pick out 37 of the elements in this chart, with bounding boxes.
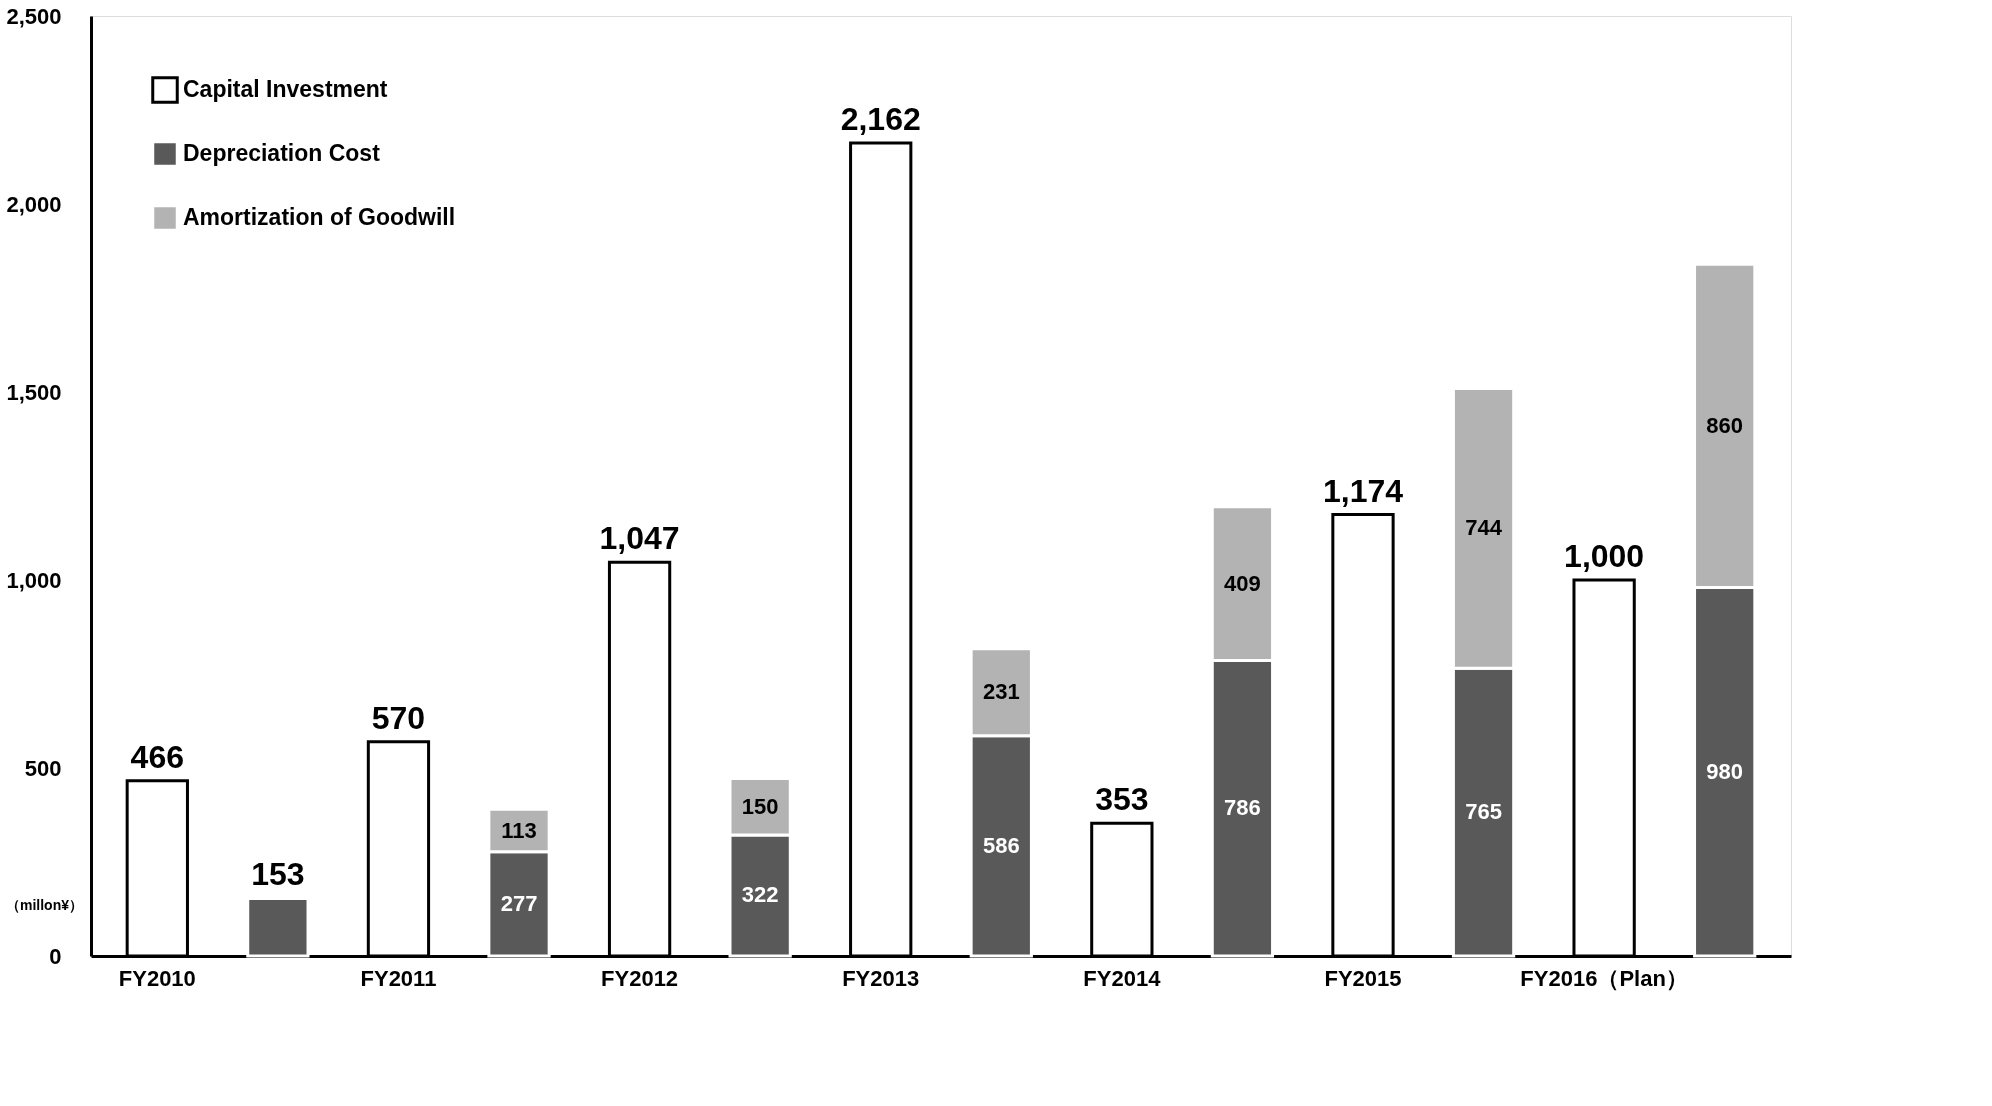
x-tick-label: FY2013 bbox=[842, 965, 920, 991]
data-label: 277 bbox=[500, 890, 538, 916]
y-tick-label: 0 bbox=[49, 943, 62, 969]
data-label: 1,000 bbox=[1564, 538, 1645, 574]
data-label: 570 bbox=[371, 699, 426, 736]
x-tick-label: FY2011 bbox=[360, 965, 437, 991]
data-label: 150 bbox=[741, 793, 779, 819]
y-tick-label: 2,500 bbox=[6, 3, 62, 29]
data-label: 153 bbox=[251, 856, 305, 893]
data-label: 231 bbox=[982, 679, 1020, 705]
x-tick-label: FY2012 bbox=[601, 965, 679, 991]
legend-label: Amortization of Goodwill bbox=[183, 204, 456, 230]
data-label: 786 bbox=[1224, 795, 1261, 821]
data-label: 353 bbox=[1095, 781, 1149, 818]
data-label: 586 bbox=[982, 832, 1020, 858]
data-label: 860 bbox=[1706, 412, 1744, 438]
y-tick-label: 1,000 bbox=[6, 567, 62, 593]
data-label: 980 bbox=[1706, 758, 1744, 784]
data-label: 466 bbox=[130, 738, 185, 775]
data-label: 1,174 bbox=[1322, 472, 1404, 509]
y-tick-label: 500 bbox=[24, 755, 62, 781]
text: （millon¥） bbox=[5, 897, 83, 913]
data-label: 2,162 bbox=[840, 101, 921, 138]
y-tick-label: 2,000 bbox=[6, 191, 62, 217]
legend-label: Capital Investment bbox=[183, 76, 388, 102]
x-tick-label: FY2010 bbox=[118, 965, 196, 991]
data-label: 744 bbox=[1465, 515, 1503, 541]
x-tick-label: FY2016（Plan） bbox=[1520, 965, 1688, 991]
data-label: 113 bbox=[501, 817, 537, 843]
data-label: 1,047 bbox=[599, 520, 680, 557]
data-label: 765 bbox=[1465, 799, 1502, 825]
data-label: 322 bbox=[741, 882, 779, 908]
x-tick-label: FY2014 bbox=[1083, 965, 1162, 991]
legend-label: Depreciation Cost bbox=[183, 140, 381, 166]
data-label: 409 bbox=[1224, 570, 1261, 596]
y-tick-label: 1,500 bbox=[6, 379, 62, 405]
x-tick-label: FY2015 bbox=[1324, 965, 1402, 991]
